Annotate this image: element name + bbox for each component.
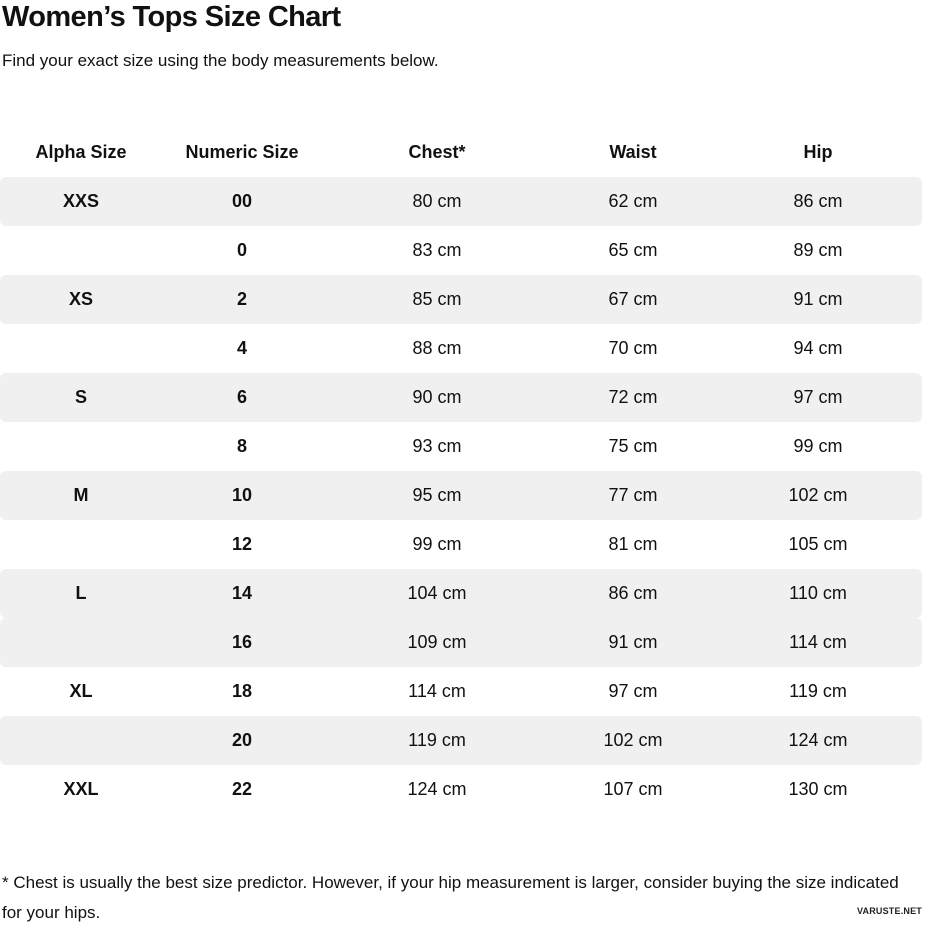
table-cell-waist: 97 cm (608, 681, 658, 701)
table-cell-chest: 80 cm (412, 191, 462, 211)
table-cell-hip: 86 cm (793, 191, 843, 211)
table-cell-hip: 114 cm (789, 632, 847, 652)
table-cell-chest: 83 cm (412, 240, 462, 260)
table-cell-waist: 65 cm (608, 240, 658, 260)
table-cell-waist: 81 cm (608, 534, 658, 554)
table-cell-numeric: 22 (231, 779, 253, 799)
table-cell-waist: 62 cm (608, 191, 658, 211)
table-cell-waist: 91 cm (608, 632, 658, 652)
column-header: Hip (803, 142, 833, 162)
table-row: 8 93 cm 75 cm 99 cm (0, 422, 922, 471)
table-cell-numeric: 16 (231, 632, 253, 652)
table-row: M 10 95 cm 77 cm 102 cm (0, 471, 922, 520)
table-cell-alpha: XS (68, 289, 93, 309)
table-row: 20 119 cm 102 cm 124 cm (0, 716, 922, 765)
column-header: Numeric Size (185, 142, 299, 162)
table-cell-hip: 99 cm (793, 436, 843, 456)
column-header: Chest* (408, 142, 466, 162)
table-row: XXL 22 124 cm 107 cm 130 cm (0, 765, 922, 814)
chest-footnote: * Chest is usually the best size predict… (2, 873, 899, 922)
table-cell-hip: 119 cm (789, 681, 847, 701)
column-header: Alpha Size (35, 142, 127, 162)
table-cell-alpha: S (74, 387, 87, 407)
table-cell-chest: 85 cm (412, 289, 462, 309)
table-row: XL 18 114 cm 97 cm 119 cm (0, 667, 922, 716)
table-cell-alpha: XL (69, 681, 93, 701)
table-cell-hip: 110 cm (789, 583, 847, 603)
page-subtitle: Find your exact size using the body meas… (2, 51, 439, 70)
table-cell-waist: 67 cm (608, 289, 658, 309)
page-title: Women’s Tops Size Chart (2, 1, 341, 33)
table-cell-alpha: XXL (63, 779, 99, 799)
table-cell-numeric: 18 (231, 681, 253, 701)
table-cell-alpha: L (75, 583, 87, 603)
table-cell-alpha: XXS (62, 191, 100, 211)
table-row: XS 2 85 cm 67 cm 91 cm (0, 275, 922, 324)
table-cell-numeric: 12 (231, 534, 253, 554)
table-cell-alpha: M (73, 485, 89, 505)
table-row: 0 83 cm 65 cm 89 cm (0, 226, 922, 275)
table-row: 16 109 cm 91 cm 114 cm (0, 618, 922, 667)
table-row: XXS 00 80 cm 62 cm 86 cm (0, 177, 922, 226)
table-cell-waist: 77 cm (608, 485, 658, 505)
table-cell-chest: 114 cm (408, 681, 466, 701)
table-cell-numeric: 8 (236, 436, 247, 456)
size-table: Alpha Size Numeric Size Chest* Waist Hip XXS… (0, 128, 925, 814)
table-cell-chest: 119 cm (408, 730, 466, 750)
table-cell-numeric: 4 (236, 338, 247, 358)
table-cell-waist: 102 cm (603, 730, 663, 750)
table-cell-waist: 70 cm (608, 338, 658, 358)
table-cell-numeric: 20 (231, 730, 253, 750)
table-cell-hip: 89 cm (793, 240, 843, 260)
table-row: S 6 90 cm 72 cm 97 cm (0, 373, 922, 422)
table-cell-numeric: 14 (231, 583, 253, 603)
table-cell-chest: 99 cm (412, 534, 462, 554)
table-cell-numeric: 6 (236, 387, 247, 407)
table-cell-chest: 93 cm (412, 436, 462, 456)
table-cell-hip: 130 cm (788, 779, 848, 799)
table-cell-chest: 124 cm (407, 779, 467, 799)
table-row: L 14 104 cm 86 cm 110 cm (0, 569, 922, 618)
table-cell-numeric: 2 (236, 289, 247, 309)
table-cell-hip: 102 cm (788, 485, 848, 505)
table-cell-waist: 86 cm (608, 583, 658, 603)
table-cell-hip: 105 cm (788, 534, 848, 554)
table-cell-chest: 90 cm (412, 387, 462, 407)
watermark: VARUSTE.NET (856, 906, 922, 916)
table-cell-chest: 104 cm (407, 583, 467, 603)
table-cell-chest: 88 cm (412, 338, 462, 358)
table-cell-hip: 97 cm (793, 387, 843, 407)
table-row: 12 99 cm 81 cm 105 cm (0, 520, 922, 569)
table-cell-hip: 94 cm (793, 338, 843, 358)
column-header: Waist (609, 142, 657, 162)
table-row: 4 88 cm 70 cm 94 cm (0, 324, 922, 373)
table-cell-chest: 109 cm (407, 632, 467, 652)
table-cell-numeric: 10 (231, 485, 253, 505)
table-body: XXS 00 80 cm 62 cm 86 cm 0 83 cm 65 cm 89 cm XS 2 8… (0, 177, 925, 814)
table-cell-waist: 107 cm (603, 779, 663, 799)
table-cell-waist: 75 cm (608, 436, 658, 456)
table-cell-waist: 72 cm (608, 387, 658, 407)
table-cell-hip: 91 cm (793, 289, 843, 309)
table-header-row: Alpha Size Numeric Size Chest* Waist Hip (0, 128, 922, 177)
table-cell-chest: 95 cm (412, 485, 462, 505)
table-cell-numeric: 00 (231, 191, 253, 211)
table-cell-numeric: 0 (236, 240, 247, 260)
table-cell-hip: 124 cm (788, 730, 848, 750)
